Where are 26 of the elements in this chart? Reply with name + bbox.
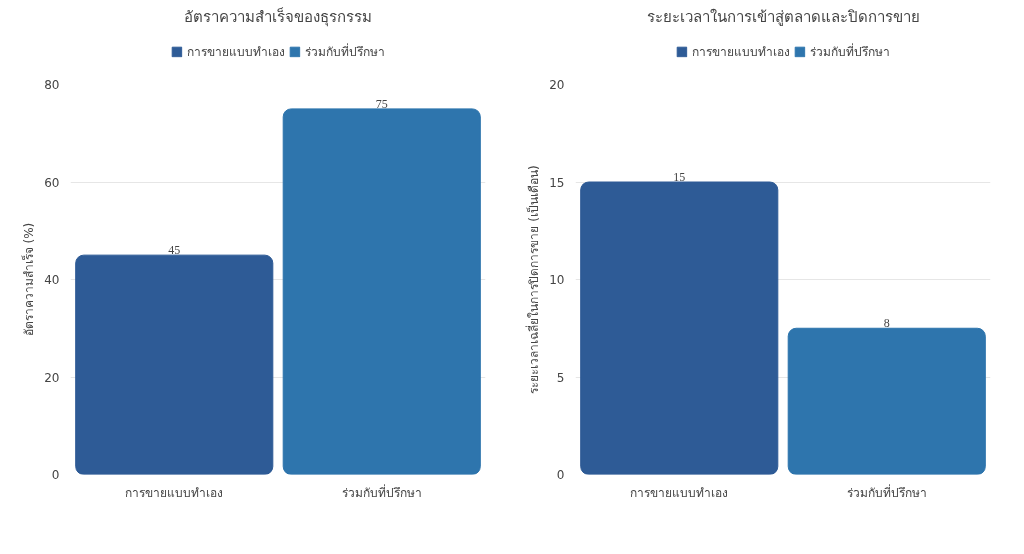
chart-title: อัตราความสำเร็จของธุรกรรม [184, 6, 372, 27]
chart-title: ระยะเวลาในการเข้าสู่ตลาดและปิดการขาย [646, 7, 920, 26]
y-axis-title: ระยะเวลาเฉลี่ยในการปิดการขาย (เป็นเดือน) [525, 165, 542, 394]
x-tick-label: ร่วมกับที่ปรึกษา [341, 483, 422, 500]
data-label: 75 [375, 96, 388, 111]
x-tick-label: การขายแบบทำเอง [125, 485, 224, 500]
y-tick-label: 15 [549, 175, 565, 190]
y-tick-label: 60 [44, 175, 60, 190]
y-tick-label: 0 [51, 468, 60, 482]
legend-label: ร่วมกับที่ปรึกษา [305, 42, 385, 61]
legend-label: ร่วมกับที่ปรึกษา [810, 42, 890, 61]
x-tick-label: การขายแบบทำเอง [630, 485, 729, 500]
y-tick-label: 5 [556, 370, 565, 385]
y-tick-label: 80 [44, 78, 60, 92]
data-label: 45 [168, 243, 181, 258]
y-tick-label: 20 [549, 78, 565, 92]
y-tick-label: 20 [44, 370, 60, 385]
y-tick-label: 0 [556, 468, 565, 482]
x-tick-label: ร่วมกับที่ปรึกษา [846, 483, 927, 500]
y-axis-title: อัตราความสำเร็จ (%) [21, 222, 37, 337]
y-tick-label: 40 [44, 273, 60, 287]
data-label: 15 [673, 170, 686, 184]
legend-label: การขายแบบทำเอง [187, 43, 285, 61]
y-tick-label: 10 [549, 273, 565, 287]
legend-label: การขายแบบทำเอง [692, 43, 790, 61]
data-label: 8 [883, 316, 890, 331]
